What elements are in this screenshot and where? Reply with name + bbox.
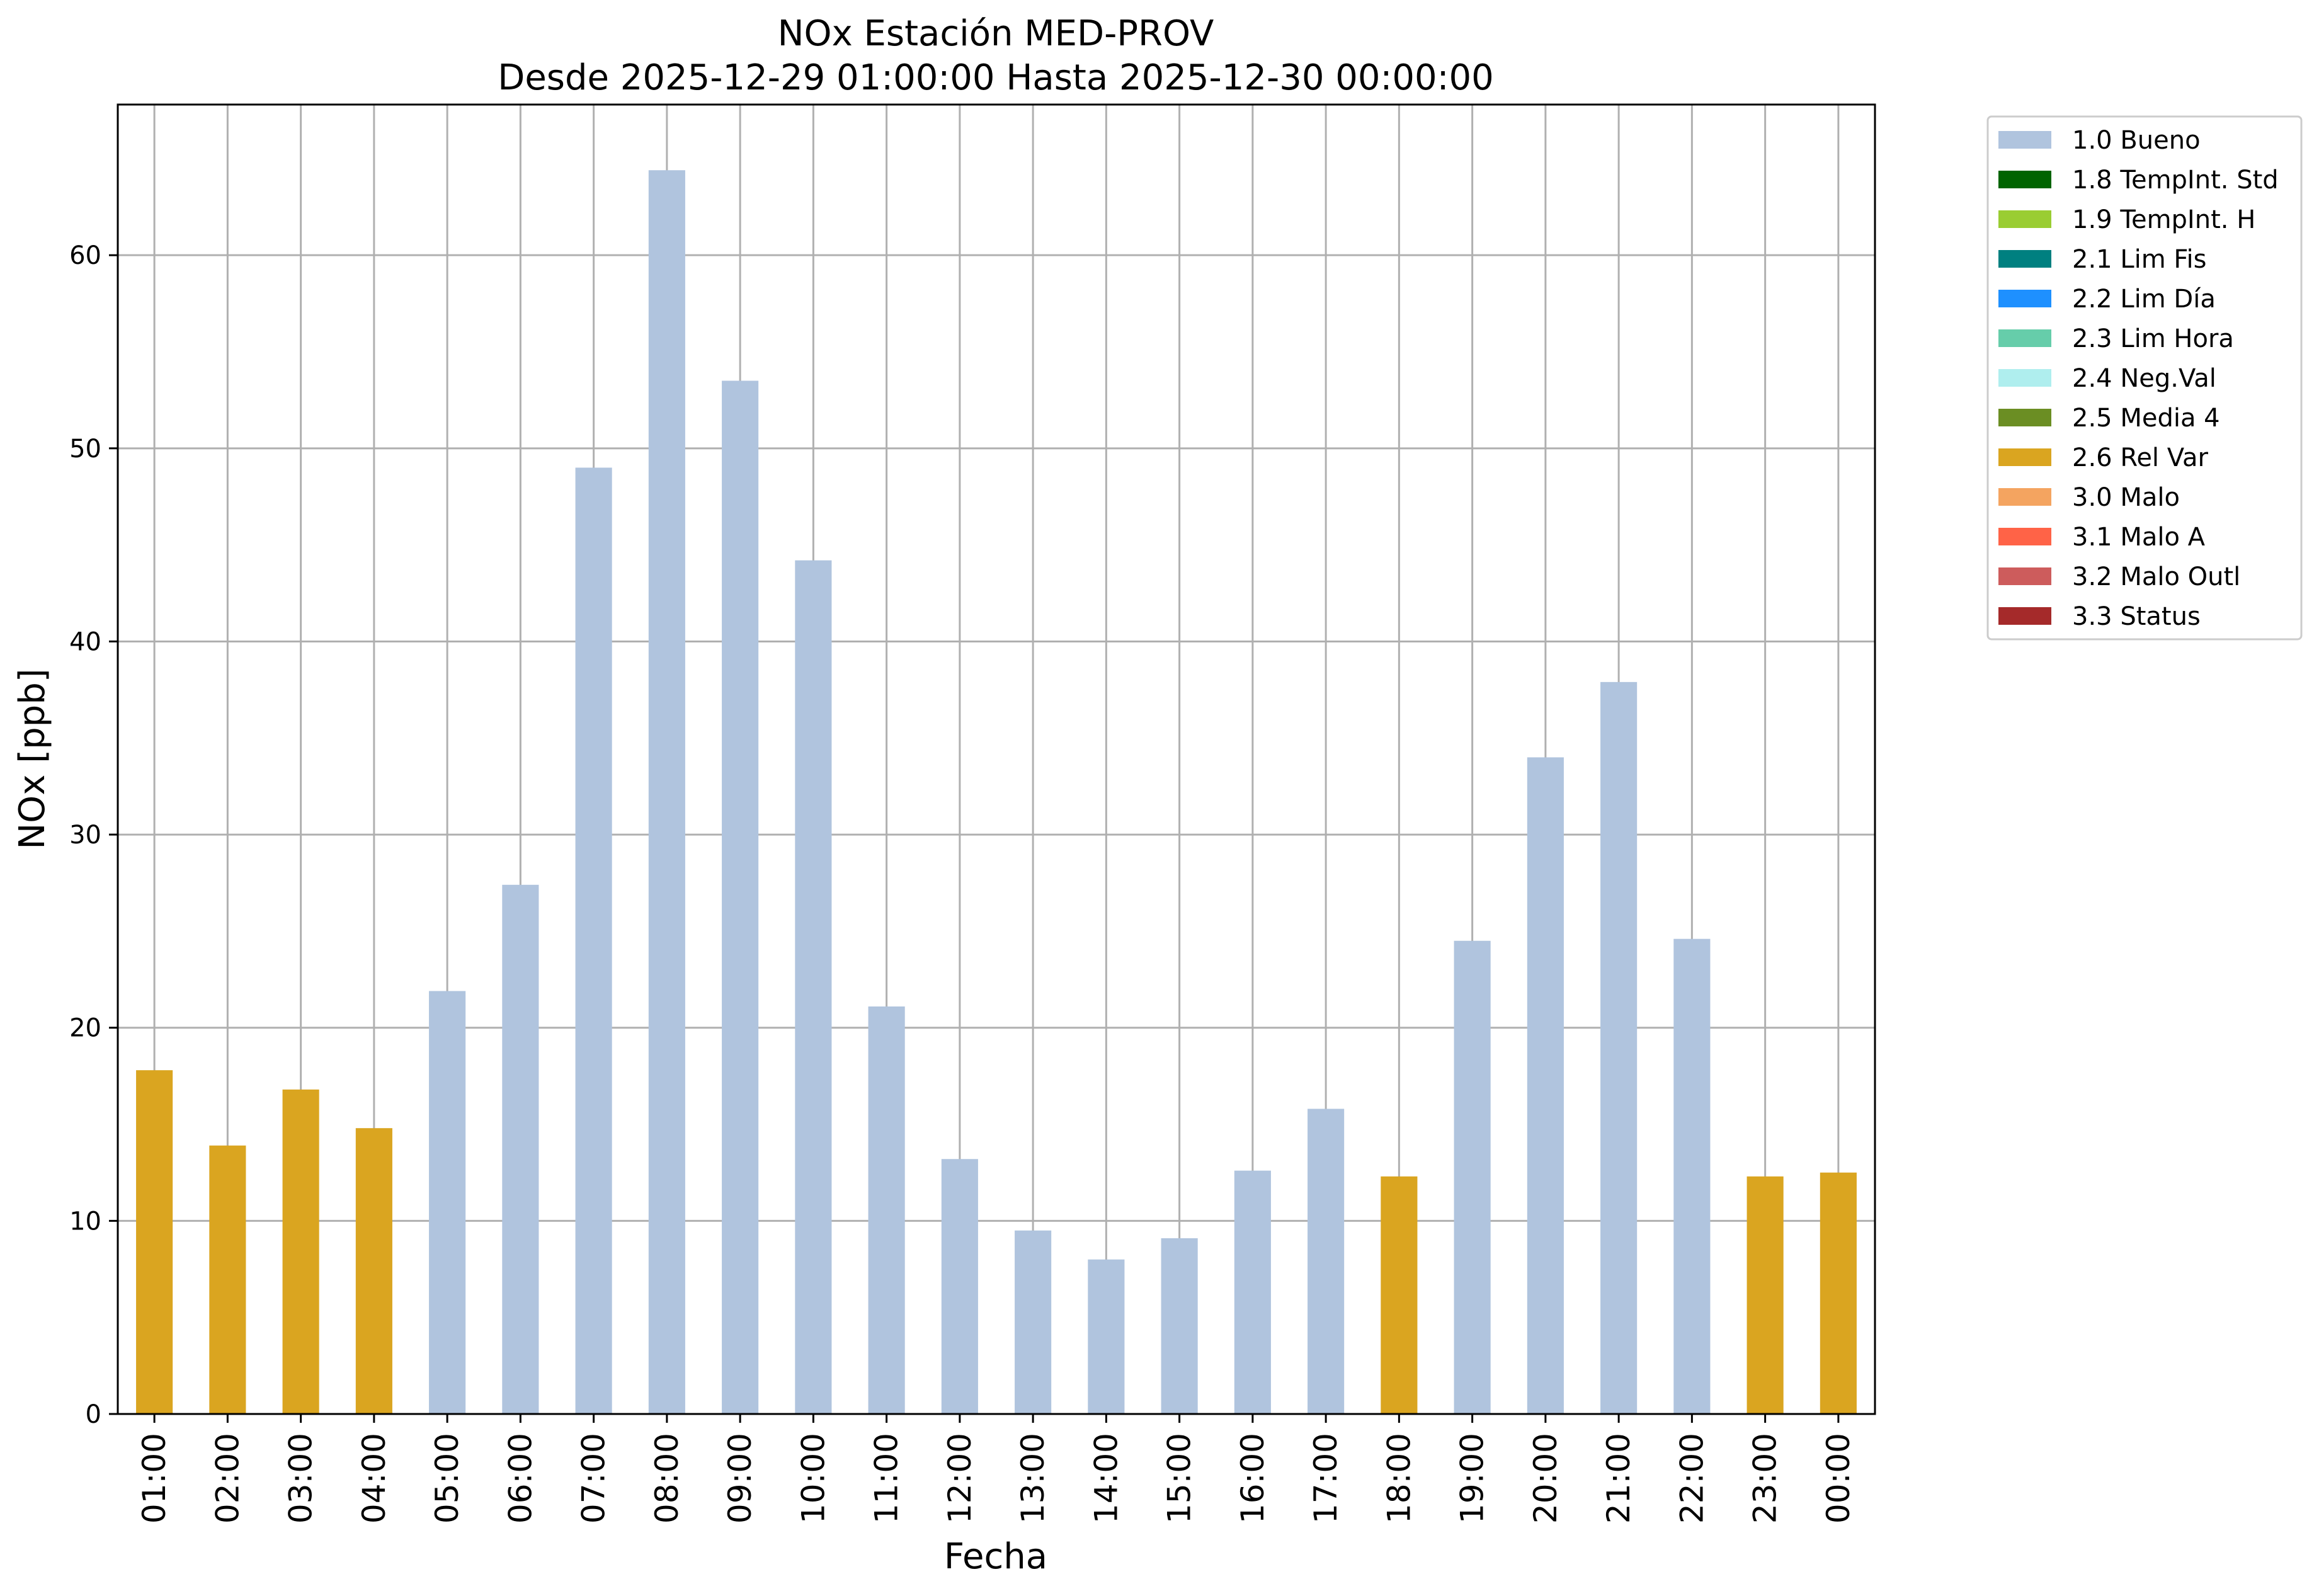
bar-1900	[1454, 940, 1491, 1414]
legend-swatch	[1998, 329, 2051, 347]
legend-label: 3.0 Malo	[2072, 483, 2180, 512]
legend-swatch	[1998, 448, 2051, 466]
x-tick-label: 20:00	[1527, 1433, 1564, 1524]
x-tick-label: 05:00	[429, 1433, 465, 1524]
legend-label: 2.2 Lim Día	[2072, 285, 2216, 314]
legend-label: 2.6 Rel Var	[2072, 443, 2209, 472]
bar-1000	[795, 560, 832, 1414]
legend-label: 3.3 Status	[2072, 602, 2201, 631]
bar-0600	[502, 884, 539, 1414]
legend-label: 2.3 Lim Hora	[2072, 324, 2234, 353]
x-tick-label: 13:00	[1015, 1433, 1051, 1524]
bars	[136, 170, 1857, 1415]
x-tick-label: 21:00	[1600, 1433, 1637, 1524]
x-tick-label: 01:00	[136, 1433, 173, 1524]
legend-swatch	[1998, 488, 2051, 506]
bar-2000	[1527, 757, 1564, 1414]
x-tick-label: 03:00	[283, 1433, 319, 1524]
y-tick-label: 0	[86, 1400, 101, 1429]
bar-1600	[1234, 1170, 1271, 1414]
x-tick-label: 11:00	[869, 1433, 905, 1524]
y-axis-ticks: 0 10 20 30 40 50 60	[69, 241, 118, 1429]
legend-label: 3.1 Malo A	[2072, 523, 2206, 552]
legend-label: 1.8 TempInt. Std	[2072, 166, 2279, 195]
bar-0900	[722, 380, 759, 1414]
y-tick-label: 60	[69, 241, 101, 270]
x-axis-label: Fecha	[944, 1536, 1047, 1577]
bar-1200	[941, 1159, 978, 1414]
x-tick-label: 10:00	[795, 1433, 831, 1524]
x-tick-label: 04:00	[356, 1433, 392, 1524]
x-tick-label: 06:00	[502, 1433, 538, 1524]
legend-label: 1.0 Bueno	[2072, 126, 2201, 155]
x-tick-label: 23:00	[1747, 1433, 1784, 1524]
x-tick-label: 09:00	[722, 1433, 758, 1524]
x-tick-label: 14:00	[1088, 1433, 1124, 1524]
legend-swatch	[1998, 567, 2051, 585]
x-tick-label: 08:00	[649, 1433, 685, 1524]
y-tick-label: 10	[69, 1207, 101, 1236]
legend-swatch	[1998, 210, 2051, 228]
bar-0200	[209, 1145, 246, 1414]
legend-label: 2.1 Lim Fis	[2072, 245, 2206, 274]
x-tick-label: 18:00	[1381, 1433, 1417, 1524]
bar-1300	[1015, 1230, 1052, 1414]
bar-1400	[1088, 1259, 1125, 1414]
legend-label: 1.9 TempInt. H	[2072, 205, 2255, 234]
x-tick-label: 07:00	[576, 1433, 612, 1524]
legend-swatch	[1998, 171, 2051, 188]
y-tick-label: 40	[69, 627, 101, 656]
x-tick-label: 02:00	[209, 1433, 246, 1524]
bar-0500	[429, 991, 466, 1414]
chart-title: NOx Estación MED-PROV	[778, 13, 1214, 54]
x-axis-ticks: 01:00 02:00 03:00 04:00 05:00 06:00 07:00 08:00…	[136, 1414, 1857, 1524]
legend-swatch	[1998, 369, 2051, 387]
legend: 1.0 Bueno 1.8 TempInt. Std 1.9 TempInt. H 2…	[1986, 115, 2303, 641]
bar-0700	[575, 467, 612, 1414]
legend-swatch	[1998, 528, 2051, 545]
y-tick-label: 20	[69, 1014, 101, 1043]
x-tick-label: 16:00	[1234, 1433, 1271, 1524]
legend-swatch	[1998, 409, 2051, 426]
x-tick-label: 19:00	[1454, 1433, 1491, 1524]
x-tick-label: 17:00	[1308, 1433, 1344, 1524]
y-tick-label: 30	[69, 821, 101, 850]
bar-2300	[1746, 1176, 1784, 1414]
legend-swatch	[1998, 131, 2051, 149]
x-tick-label: 22:00	[1673, 1433, 1710, 1524]
bar-1800	[1381, 1176, 1418, 1414]
plot-frame	[117, 103, 1876, 1415]
bar-0800	[648, 170, 685, 1415]
bar-0400	[355, 1128, 392, 1414]
legend-swatch	[1998, 607, 2051, 625]
bar-0300	[282, 1089, 319, 1414]
bar-2100	[1600, 681, 1638, 1414]
legend-label: 3.2 Malo Outl	[2072, 562, 2240, 591]
legend-swatch	[1998, 290, 2051, 307]
bar-1100	[868, 1006, 905, 1414]
legend-label: 2.4 Neg.Val	[2072, 364, 2216, 393]
x-tick-label: 00:00	[1820, 1433, 1857, 1524]
legend-label: 2.5 Media 4	[2072, 404, 2220, 433]
x-tick-label: 12:00	[942, 1433, 978, 1524]
legend-swatch	[1998, 250, 2051, 268]
bar-1700	[1308, 1109, 1345, 1414]
bar-1500	[1161, 1238, 1198, 1414]
y-axis-label: NOx [ppb]	[12, 668, 53, 849]
chart-subtitle: Desde 2025-12-29 01:00:00 Hasta 2025-12-…	[498, 57, 1494, 98]
bar-0100	[136, 1070, 173, 1414]
bar-2200	[1673, 938, 1711, 1414]
bar-0000	[1820, 1172, 1857, 1414]
legend-box	[1986, 115, 2303, 641]
y-tick-label: 50	[69, 435, 101, 464]
x-tick-label: 15:00	[1161, 1433, 1198, 1524]
